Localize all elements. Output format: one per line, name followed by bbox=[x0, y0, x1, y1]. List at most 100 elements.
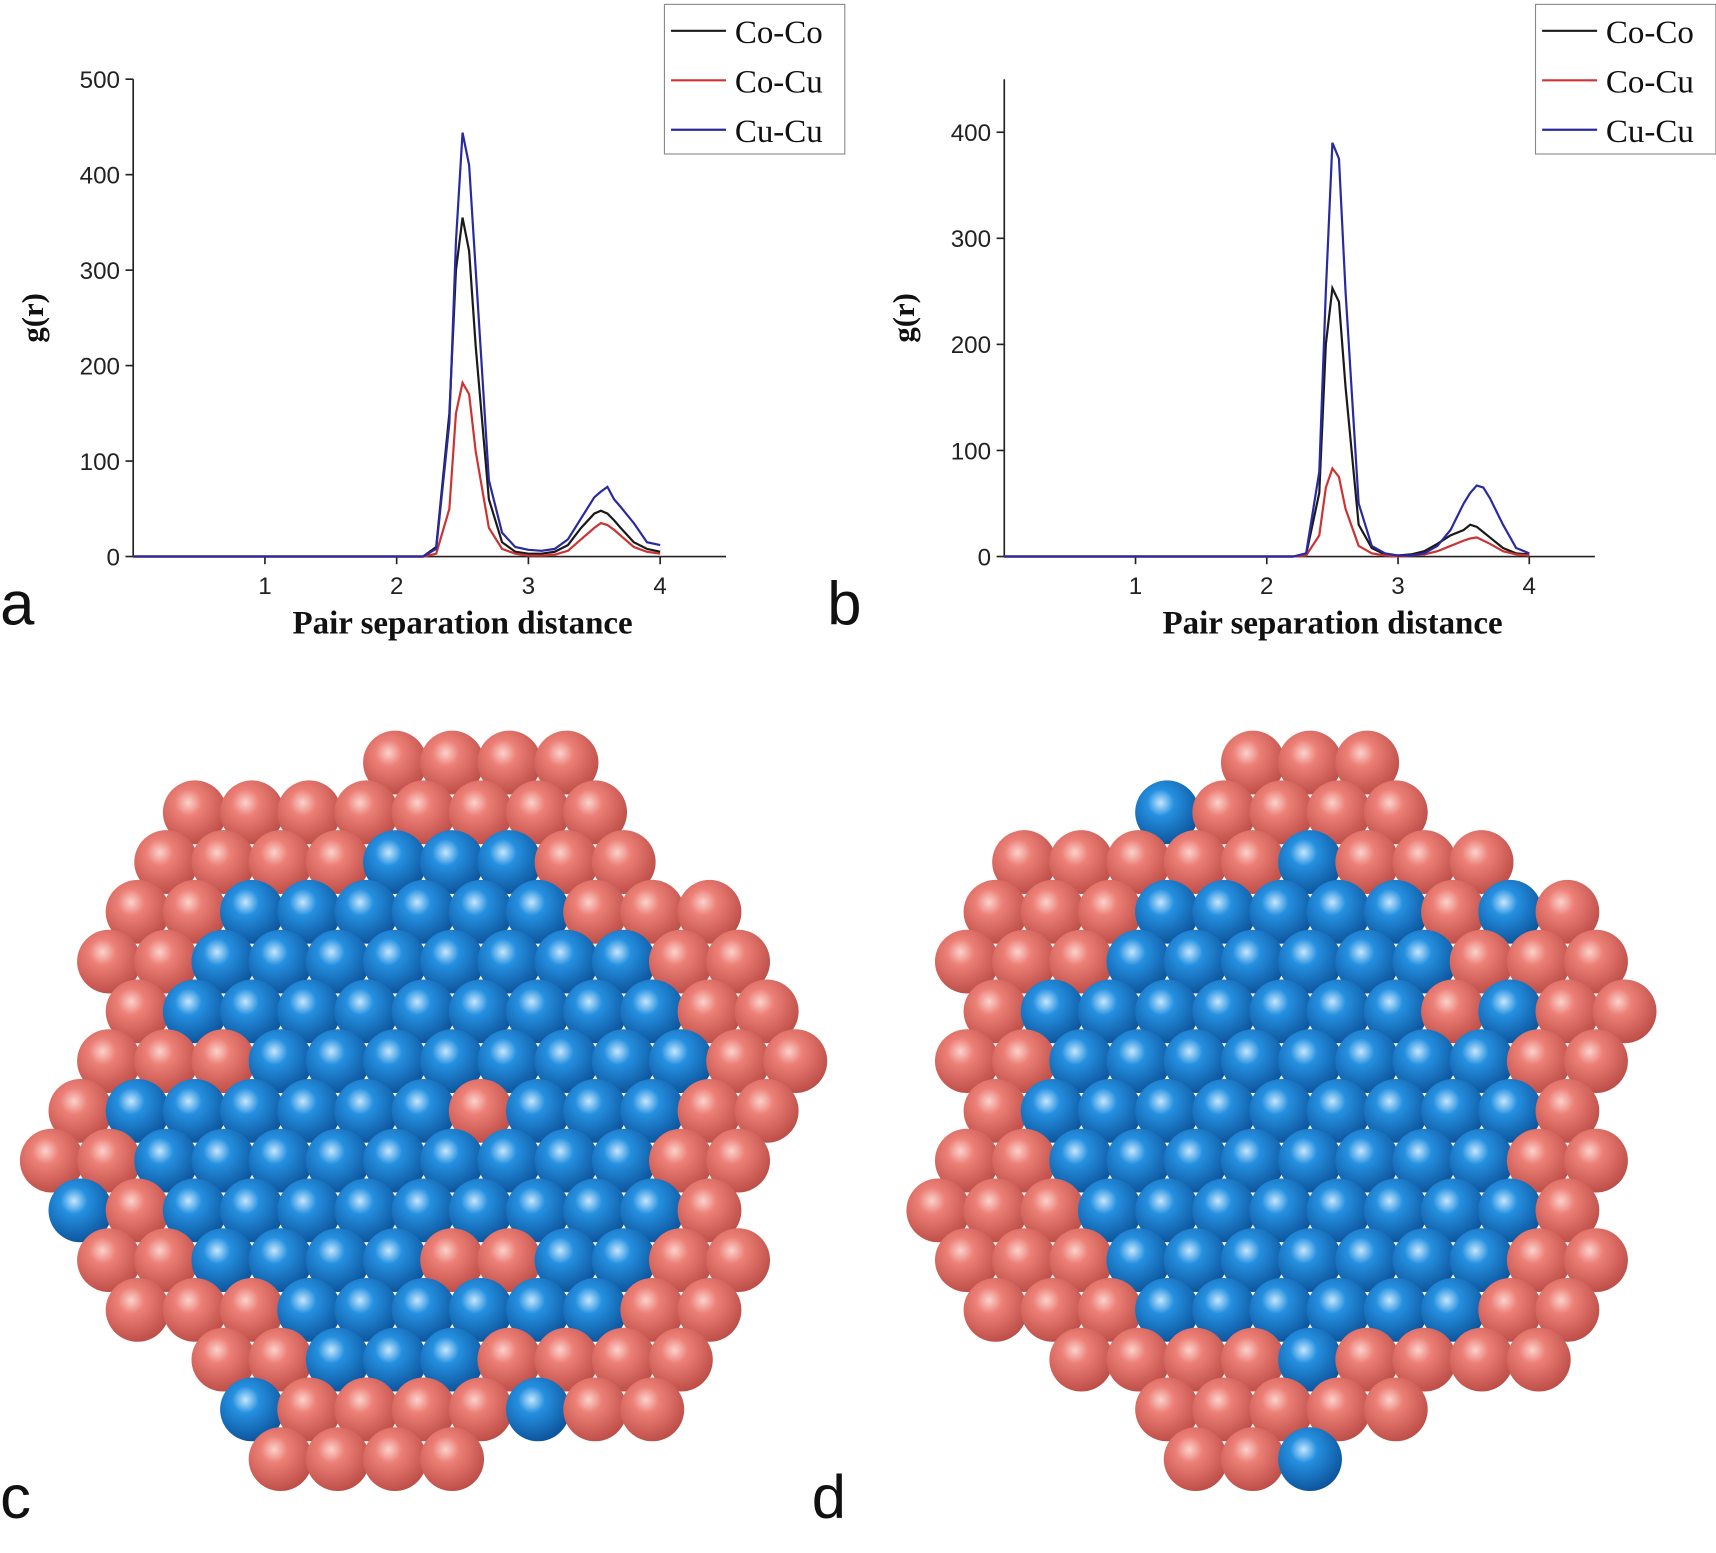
cu-atom bbox=[1192, 879, 1257, 944]
y-tick-label: 400 bbox=[80, 162, 120, 189]
co-atom bbox=[1564, 929, 1628, 994]
co-atom bbox=[1306, 1377, 1371, 1442]
cu-atom bbox=[620, 979, 685, 1044]
cu-atom bbox=[1363, 1277, 1428, 1342]
cu-atom bbox=[1278, 1029, 1342, 1093]
co-atom bbox=[391, 1377, 456, 1442]
co-atom bbox=[134, 1228, 199, 1293]
cu-atom bbox=[1421, 1178, 1485, 1243]
cu-atom bbox=[1421, 1078, 1485, 1143]
cu-atom bbox=[1077, 1178, 1142, 1243]
cu-atom bbox=[1306, 1178, 1371, 1243]
nanoparticle-images bbox=[19, 730, 1657, 1492]
legend-label: Cu-Cu bbox=[735, 114, 823, 150]
cu-atom bbox=[1392, 1029, 1457, 1093]
cu-atom bbox=[1249, 1178, 1314, 1243]
cu-atom bbox=[591, 1128, 656, 1193]
co-atom bbox=[1535, 1078, 1600, 1143]
co-atom bbox=[1192, 1377, 1257, 1442]
co-atom bbox=[1249, 1377, 1314, 1442]
co-atom bbox=[906, 1178, 971, 1243]
cu-atom bbox=[134, 1128, 199, 1193]
co-atom bbox=[363, 730, 427, 795]
series-line bbox=[1004, 284, 1530, 558]
cu-atom bbox=[248, 1029, 313, 1093]
cu-atom bbox=[1192, 1277, 1257, 1342]
cu-atom bbox=[1220, 1029, 1285, 1093]
co-atom bbox=[1192, 780, 1257, 845]
cu-atom bbox=[277, 979, 342, 1044]
cu-atom bbox=[420, 1128, 485, 1193]
co-atom bbox=[220, 1277, 284, 1342]
cu-atom bbox=[534, 929, 599, 994]
legend-label: Cu-Cu bbox=[1606, 114, 1694, 150]
co-atom bbox=[706, 1029, 771, 1093]
co-atom bbox=[1564, 1228, 1628, 1293]
cu-atom bbox=[277, 1078, 342, 1143]
cu-atom bbox=[105, 1078, 170, 1143]
cu-atom bbox=[1192, 1078, 1257, 1143]
y-tick-label: 200 bbox=[80, 353, 120, 380]
cu-atom bbox=[534, 1029, 599, 1093]
cu-atom bbox=[1478, 879, 1543, 944]
co-atom bbox=[563, 1377, 628, 1442]
co-atom bbox=[706, 1128, 771, 1193]
cu-atom bbox=[1278, 1327, 1342, 1392]
co-atom bbox=[934, 929, 999, 994]
y-tick-label: 0 bbox=[978, 544, 991, 571]
cu-atom bbox=[1163, 1128, 1228, 1193]
cu-atom bbox=[1306, 1277, 1371, 1342]
co-atom bbox=[1592, 979, 1657, 1044]
y-tick-label: 100 bbox=[951, 438, 991, 465]
co-atom bbox=[1106, 830, 1171, 894]
co-atom bbox=[477, 1228, 542, 1293]
co-atom bbox=[1564, 1128, 1628, 1193]
co-atom bbox=[1049, 929, 1114, 994]
cu-atom bbox=[1278, 830, 1342, 894]
cu-atom bbox=[220, 879, 284, 944]
y-tick-label: 500 bbox=[80, 67, 120, 94]
x-tick-label: 2 bbox=[390, 573, 403, 600]
cu-atom bbox=[220, 1078, 284, 1143]
cu-atom bbox=[420, 1327, 485, 1392]
cu-atom bbox=[391, 1178, 456, 1243]
cu-atom bbox=[1020, 1078, 1085, 1143]
cu-atom bbox=[305, 929, 370, 994]
co-atom bbox=[1220, 830, 1285, 894]
x-tick-label: 3 bbox=[1391, 573, 1404, 600]
co-atom bbox=[934, 1029, 999, 1093]
co-atom bbox=[1077, 879, 1142, 944]
co-atom bbox=[162, 780, 227, 845]
co-atom bbox=[706, 1228, 771, 1293]
cu-atom bbox=[506, 879, 570, 944]
co-atom bbox=[77, 1029, 141, 1093]
co-atom bbox=[534, 1327, 599, 1392]
cu-atom bbox=[1135, 1178, 1199, 1243]
cu-atom bbox=[563, 979, 628, 1044]
legend-label: Co-Cu bbox=[735, 64, 823, 100]
cu-atom bbox=[1392, 1128, 1457, 1193]
cu-atom bbox=[191, 1228, 256, 1293]
co-atom bbox=[248, 1427, 313, 1492]
cu-atom bbox=[1192, 1178, 1257, 1243]
cu-atom bbox=[1163, 929, 1228, 994]
cu-atom bbox=[220, 979, 284, 1044]
cu-atom bbox=[1278, 1427, 1342, 1492]
legend-label: Co-Cu bbox=[1606, 64, 1694, 100]
cu-atom bbox=[334, 879, 399, 944]
co-atom bbox=[477, 730, 542, 795]
series-line bbox=[1004, 466, 1530, 558]
co-atom bbox=[248, 1327, 313, 1392]
cu-atom bbox=[563, 1078, 628, 1143]
cu-atom bbox=[162, 979, 227, 1044]
cu-atom bbox=[448, 979, 513, 1044]
co-atom bbox=[305, 830, 370, 894]
cu-atom bbox=[1421, 1277, 1485, 1342]
cu-atom bbox=[334, 1277, 399, 1342]
cu-atom bbox=[277, 1178, 342, 1243]
co-atom bbox=[477, 1327, 542, 1392]
co-atom bbox=[277, 780, 342, 845]
cu-atom bbox=[1135, 979, 1199, 1044]
x-axis-label: Pair separation distance bbox=[292, 606, 632, 642]
co-atom bbox=[191, 830, 256, 894]
